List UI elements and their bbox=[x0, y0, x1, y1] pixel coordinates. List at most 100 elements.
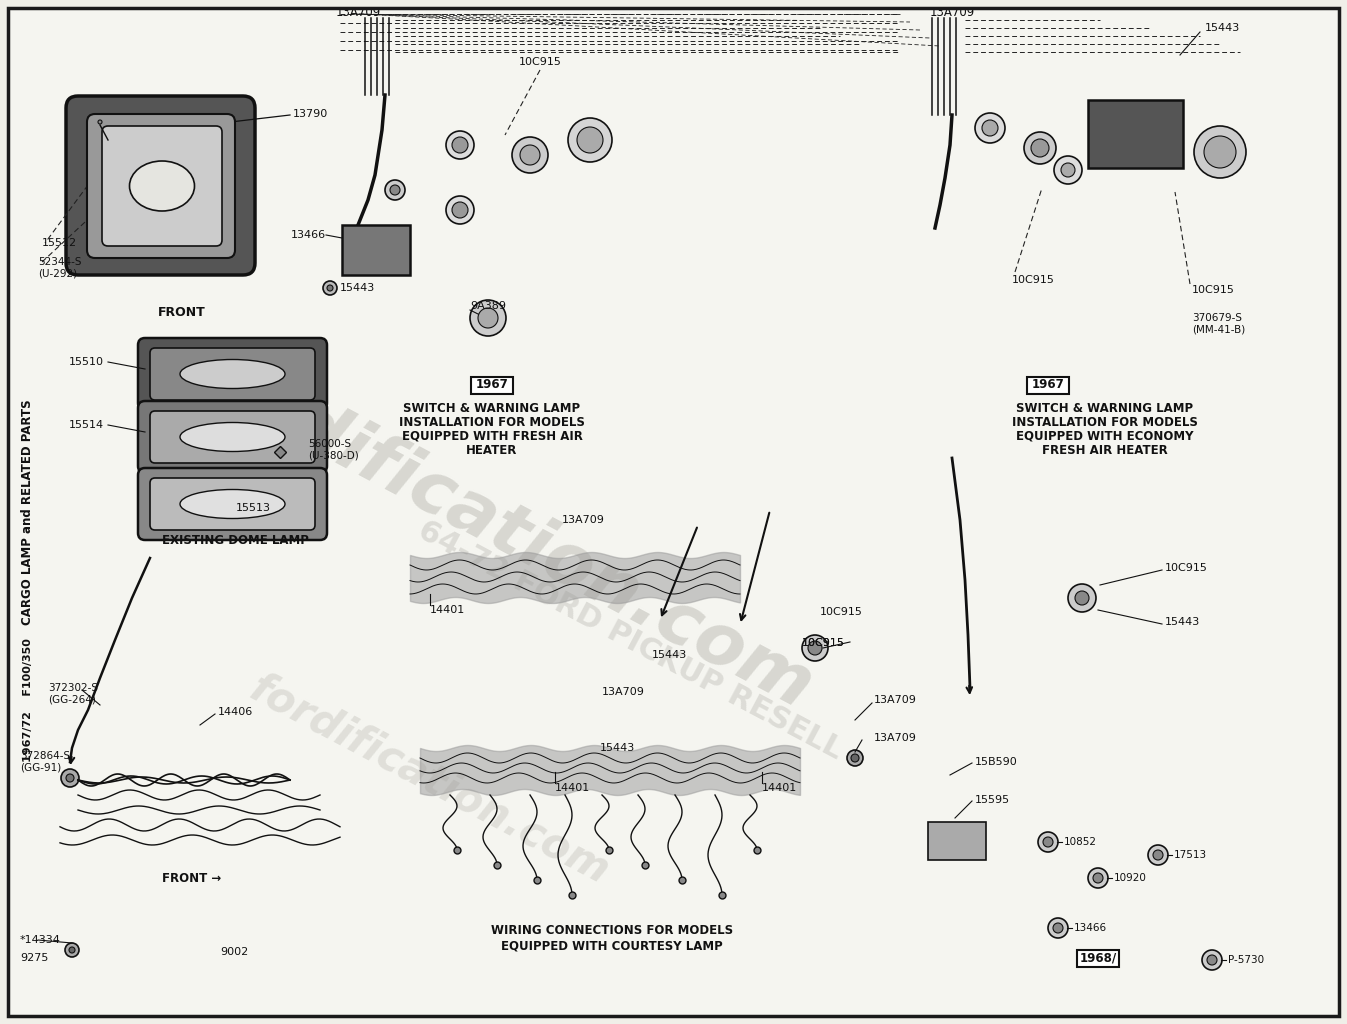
Bar bbox=[1026, 377, 1070, 393]
Ellipse shape bbox=[470, 300, 506, 336]
Ellipse shape bbox=[98, 120, 102, 124]
Ellipse shape bbox=[478, 308, 498, 328]
Text: P-5730: P-5730 bbox=[1228, 955, 1263, 965]
Text: 52344-S: 52344-S bbox=[38, 257, 82, 267]
Text: 17513: 17513 bbox=[1175, 850, 1207, 860]
Bar bbox=[471, 377, 513, 393]
Text: 10C915: 10C915 bbox=[801, 638, 845, 648]
Ellipse shape bbox=[975, 113, 1005, 143]
Text: 13A709: 13A709 bbox=[874, 695, 917, 705]
Text: 13A709: 13A709 bbox=[602, 687, 645, 697]
Ellipse shape bbox=[323, 281, 337, 295]
Text: 56000-S: 56000-S bbox=[308, 439, 352, 449]
FancyBboxPatch shape bbox=[137, 468, 327, 540]
Ellipse shape bbox=[1092, 873, 1103, 883]
Text: 10C915: 10C915 bbox=[1192, 285, 1235, 295]
Text: fordification.com: fordification.com bbox=[242, 668, 617, 893]
Text: 64-72 FORD PICKUP RESELL: 64-72 FORD PICKUP RESELL bbox=[414, 515, 847, 765]
Ellipse shape bbox=[808, 641, 822, 655]
Ellipse shape bbox=[66, 774, 74, 782]
Ellipse shape bbox=[180, 359, 286, 388]
Text: 15443: 15443 bbox=[1206, 23, 1241, 33]
Ellipse shape bbox=[391, 185, 400, 195]
Text: 10C915: 10C915 bbox=[801, 638, 845, 648]
Text: INSTALLATION FOR MODELS: INSTALLATION FOR MODELS bbox=[399, 416, 585, 428]
Ellipse shape bbox=[1148, 845, 1168, 865]
Text: 9A389: 9A389 bbox=[470, 301, 506, 311]
Text: 372302-S: 372302-S bbox=[48, 683, 98, 693]
Text: 1967: 1967 bbox=[1032, 379, 1064, 391]
Text: 13A709: 13A709 bbox=[562, 515, 605, 525]
Ellipse shape bbox=[1039, 831, 1057, 852]
Text: (U-380-D): (U-380-D) bbox=[308, 451, 358, 461]
Text: 15443: 15443 bbox=[339, 283, 376, 293]
Ellipse shape bbox=[1053, 156, 1082, 184]
Text: fordification.com: fordification.com bbox=[176, 336, 823, 724]
FancyBboxPatch shape bbox=[150, 411, 315, 463]
Ellipse shape bbox=[520, 145, 540, 165]
Text: FRONT: FRONT bbox=[158, 305, 206, 318]
Ellipse shape bbox=[512, 137, 548, 173]
Text: *14334: *14334 bbox=[20, 935, 61, 945]
Text: 13A709: 13A709 bbox=[335, 5, 381, 18]
FancyBboxPatch shape bbox=[150, 478, 315, 530]
Text: 15510: 15510 bbox=[69, 357, 104, 367]
Bar bbox=[928, 822, 986, 860]
Text: 14401: 14401 bbox=[555, 783, 590, 793]
Text: 15512: 15512 bbox=[42, 238, 77, 248]
Ellipse shape bbox=[801, 635, 828, 662]
Ellipse shape bbox=[1153, 850, 1162, 860]
Ellipse shape bbox=[61, 769, 79, 787]
Ellipse shape bbox=[1207, 955, 1216, 965]
Text: 1967/72    F100/350: 1967/72 F100/350 bbox=[23, 638, 32, 762]
Text: 13790: 13790 bbox=[294, 109, 329, 119]
Ellipse shape bbox=[568, 118, 612, 162]
Ellipse shape bbox=[1053, 923, 1063, 933]
Text: FRONT →: FRONT → bbox=[163, 871, 222, 885]
Text: 15443: 15443 bbox=[652, 650, 687, 660]
Bar bbox=[1078, 949, 1119, 967]
Ellipse shape bbox=[129, 161, 194, 211]
Ellipse shape bbox=[577, 127, 603, 153]
Text: 10C915: 10C915 bbox=[820, 607, 863, 617]
Ellipse shape bbox=[453, 137, 467, 153]
Ellipse shape bbox=[1212, 144, 1228, 160]
Text: EXISTING DOME LAMP: EXISTING DOME LAMP bbox=[162, 534, 308, 547]
Text: 10C915: 10C915 bbox=[1165, 563, 1208, 573]
Text: 13466: 13466 bbox=[291, 230, 326, 240]
Text: 15443: 15443 bbox=[599, 743, 636, 753]
Ellipse shape bbox=[1075, 591, 1088, 605]
Text: INSTALLATION FOR MODELS: INSTALLATION FOR MODELS bbox=[1012, 416, 1197, 428]
Text: 10C915: 10C915 bbox=[519, 57, 562, 67]
Ellipse shape bbox=[96, 117, 105, 127]
Ellipse shape bbox=[847, 750, 863, 766]
Text: (GG-91): (GG-91) bbox=[20, 763, 61, 773]
Ellipse shape bbox=[1048, 918, 1068, 938]
Text: EQUIPPED WITH FRESH AIR: EQUIPPED WITH FRESH AIR bbox=[401, 429, 582, 442]
Ellipse shape bbox=[585, 134, 595, 146]
Ellipse shape bbox=[446, 196, 474, 224]
Text: HEATER: HEATER bbox=[466, 443, 517, 457]
Text: 13A709: 13A709 bbox=[929, 5, 975, 18]
Text: 372864-S: 372864-S bbox=[20, 751, 70, 761]
Text: 15513: 15513 bbox=[236, 503, 271, 513]
Ellipse shape bbox=[1088, 868, 1109, 888]
Ellipse shape bbox=[69, 947, 75, 953]
Ellipse shape bbox=[982, 120, 998, 136]
Text: (MM-41-B): (MM-41-B) bbox=[1192, 325, 1245, 335]
Text: (U-292): (U-292) bbox=[38, 269, 77, 279]
Text: 1968/: 1968/ bbox=[1079, 951, 1117, 965]
Ellipse shape bbox=[180, 423, 286, 452]
Text: 13466: 13466 bbox=[1074, 923, 1107, 933]
Ellipse shape bbox=[1204, 136, 1237, 168]
FancyBboxPatch shape bbox=[66, 96, 255, 275]
Text: SWITCH & WARNING LAMP: SWITCH & WARNING LAMP bbox=[1017, 401, 1193, 415]
Text: FRESH AIR HEATER: FRESH AIR HEATER bbox=[1043, 443, 1168, 457]
Text: 10852: 10852 bbox=[1064, 837, 1096, 847]
Text: 13A709: 13A709 bbox=[874, 733, 917, 743]
Text: 15443: 15443 bbox=[1165, 617, 1200, 627]
Text: 10920: 10920 bbox=[1114, 873, 1146, 883]
FancyBboxPatch shape bbox=[102, 126, 222, 246]
Text: SWITCH & WARNING LAMP: SWITCH & WARNING LAMP bbox=[404, 401, 581, 415]
Text: EQUIPPED WITH ECONOMY: EQUIPPED WITH ECONOMY bbox=[1016, 429, 1193, 442]
